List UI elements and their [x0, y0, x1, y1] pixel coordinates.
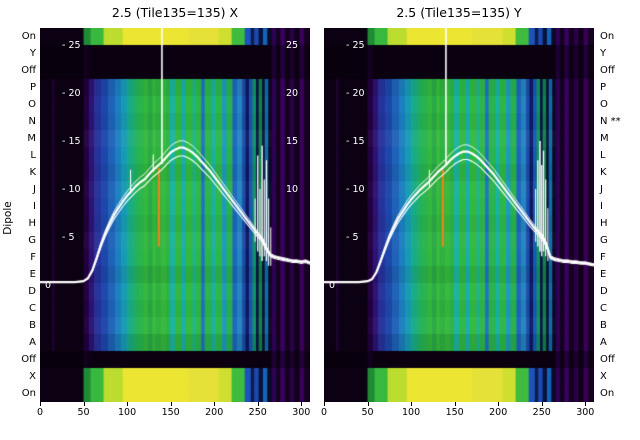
x-tick-mark — [541, 402, 543, 406]
heatmap-panel-y — [324, 28, 594, 402]
dipole-row-label-left: E — [29, 268, 36, 280]
x-tick-mark — [585, 402, 587, 406]
dipole-row-label-right: H — [600, 217, 608, 229]
x-tick-mark — [257, 402, 259, 406]
power-tick-label-left: 0 — [329, 280, 336, 291]
power-tick-label-left: - 25 — [62, 40, 81, 51]
dipole-row-label-right: P — [600, 81, 607, 93]
power-tick-label-right: 20 — [286, 88, 299, 99]
dipole-row-label-left: F — [30, 251, 36, 263]
power-tick-label-left: - 25 — [346, 40, 365, 51]
power-tick-label-left: - 15 — [346, 136, 365, 147]
dipole-row-label-right: K — [600, 166, 607, 178]
dipole-row-label-left: Off — [21, 64, 36, 76]
dipole-row-label-right: E — [600, 268, 607, 280]
x-tick-label: 150 — [445, 407, 464, 418]
dipole-row-label-right: A — [600, 336, 607, 348]
dipole-row-label-left: N — [28, 115, 36, 127]
dipole-row-label-right: B — [600, 319, 607, 331]
x-tick-mark — [498, 402, 500, 406]
dipole-row-label-right: N ** — [600, 115, 621, 127]
dipole-row-label-right: D — [600, 285, 608, 297]
dipole-row-label-left: G — [28, 234, 36, 246]
dipole-row-label-right: M — [600, 132, 609, 144]
dipole-row-label-right: J — [600, 183, 603, 195]
x-tick-label: 200 — [205, 407, 224, 418]
x-tick-label: 300 — [292, 407, 311, 418]
dipole-row-label-left: K — [29, 166, 36, 178]
x-tick-label: 0 — [320, 407, 328, 418]
dipole-row-label-left: X — [29, 370, 36, 382]
dipole-row-label-left: C — [29, 302, 36, 314]
x-tick-mark — [127, 402, 129, 406]
x-tick-mark — [214, 402, 216, 406]
x-tick-label: 100 — [118, 407, 137, 418]
x-tick-label: 250 — [532, 407, 551, 418]
dipole-row-label-left: B — [29, 319, 36, 331]
panel-x-title: 2.5 (Tile135=135) X — [111, 5, 239, 20]
x-tick-label: 150 — [161, 407, 180, 418]
x-tick-mark — [40, 402, 41, 406]
dipole-row-label-left: J — [33, 183, 36, 195]
x-tick-label: 50 — [77, 407, 90, 418]
power-tick-label-right: 25 — [286, 40, 299, 51]
dipole-row-label-left: L — [30, 149, 36, 161]
dipole-row-label-left: On — [21, 30, 36, 42]
dipole-row-label-left: On — [21, 387, 36, 399]
panel-y-title: 2.5 (Tile135=135) Y — [396, 5, 522, 20]
dipole-row-label-right: On — [600, 387, 615, 399]
power-tick-label-left: - 15 — [62, 136, 81, 147]
x-tick-label: 300 — [576, 407, 595, 418]
x-tick-label: 50 — [361, 407, 374, 418]
dipole-row-label-left: Off — [21, 353, 36, 365]
dipole-row-label-right: I — [600, 200, 603, 212]
dipole-row-label-right: Off — [600, 353, 615, 365]
x-tick-label: 250 — [248, 407, 267, 418]
x-tick-mark — [301, 402, 303, 406]
dipole-row-label-left: P — [29, 81, 36, 93]
dipole-row-label-right: C — [600, 302, 607, 314]
power-tick-label-left: - 5 — [62, 232, 75, 243]
x-tick-mark — [411, 402, 413, 406]
power-tick-label-left: - 5 — [346, 232, 359, 243]
dipole-row-label-right: On — [600, 30, 615, 42]
x-tick-mark — [170, 402, 172, 406]
power-tick-label-left: - 10 — [62, 184, 81, 195]
dipole-row-label-right: F — [600, 251, 606, 263]
dipole-row-label-left: I — [33, 200, 36, 212]
dipole-row-label-left: O — [28, 98, 36, 110]
power-tick-label-left: - 10 — [346, 184, 365, 195]
dipole-row-label-right: Off — [600, 64, 615, 76]
dipole-row-label-left: D — [28, 285, 36, 297]
dipole-row-label-left: H — [28, 217, 36, 229]
heatmap-panel-x — [40, 28, 310, 402]
x-tick-label: 0 — [36, 407, 44, 418]
dipole-row-label-left: M — [27, 132, 36, 144]
x-tick-mark — [367, 402, 369, 406]
dipole-row-label-left: Y — [29, 47, 36, 59]
power-tick-label-left: - 20 — [62, 88, 81, 99]
power-tick-label-left: 0 — [45, 280, 52, 291]
dipole-row-label-left: A — [29, 336, 36, 348]
power-tick-label-left: - 20 — [346, 88, 365, 99]
x-tick-label: 100 — [402, 407, 421, 418]
power-tick-label-right: 10 — [286, 184, 299, 195]
x-tick-mark — [83, 402, 85, 406]
dipole-row-label-right: Y — [600, 47, 607, 59]
dipole-row-label-right: G — [600, 234, 608, 246]
dipole-row-label-right: L — [600, 149, 606, 161]
dipole-row-label-right: X — [600, 370, 607, 382]
x-tick-mark — [454, 402, 456, 406]
x-tick-label: 200 — [489, 407, 508, 418]
dipole-row-label-right: O — [600, 98, 608, 110]
x-tick-mark — [324, 402, 325, 406]
power-tick-label-right: 15 — [286, 136, 299, 147]
